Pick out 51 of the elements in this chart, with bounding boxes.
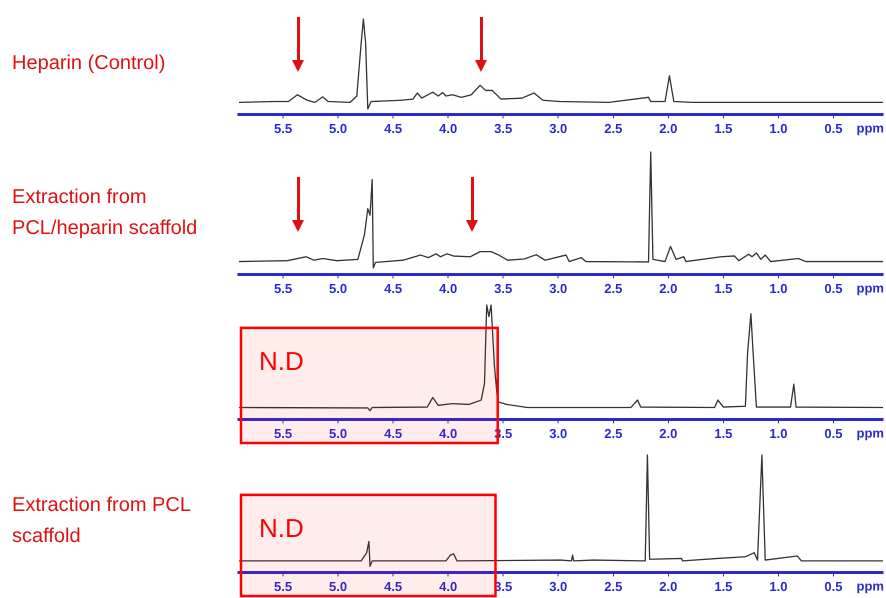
x-tick-label: 3.0 bbox=[549, 120, 568, 136]
text: Heparin (Control) bbox=[12, 51, 166, 76]
x-tick-label: 1.5 bbox=[714, 120, 732, 136]
x-tick-label: 4.0 bbox=[439, 578, 458, 594]
x-tick-label: 4.0 bbox=[439, 426, 458, 441]
x-tick-label: 1.0 bbox=[769, 578, 788, 594]
x-tick-label: 4.5 bbox=[384, 280, 402, 296]
x-tick-label: 5.5 bbox=[274, 426, 292, 441]
band-label: N.D bbox=[259, 346, 304, 376]
x-tick-label: 0.5 bbox=[824, 120, 842, 136]
text: Extraction from PCL/heparin scaffold bbox=[12, 185, 198, 241]
x-tick-label: 4.0 bbox=[439, 280, 458, 296]
x-tick-label: 2.5 bbox=[604, 426, 622, 441]
x-tick-label: 2.5 bbox=[604, 578, 622, 594]
x-tick-label: 2.0 bbox=[659, 120, 678, 136]
x-tick-label: 1.0 bbox=[769, 280, 788, 296]
band-label: N.D bbox=[259, 513, 304, 544]
x-tick-label: 1.5 bbox=[714, 578, 732, 594]
x-axis-title: ppm bbox=[856, 425, 884, 440]
x-tick-label: 2.5 bbox=[604, 280, 622, 296]
x-tick-label: 5.0 bbox=[329, 120, 348, 136]
x-tick-label: 2.0 bbox=[659, 280, 678, 296]
x-tick-label: 5.5 bbox=[274, 120, 292, 136]
x-tick-label: 1.0 bbox=[769, 120, 788, 136]
x-tick-label: 4.5 bbox=[384, 578, 402, 594]
x-tick-label: 1.0 bbox=[769, 426, 788, 441]
x-tick-label: 3.5 bbox=[494, 120, 512, 136]
x-tick-label: 5.0 bbox=[329, 578, 348, 594]
x-tick-label: 0.5 bbox=[824, 280, 842, 296]
x-tick-label: 5.0 bbox=[329, 426, 348, 441]
x-tick-label: 2.0 bbox=[659, 426, 678, 441]
text: Extraction from PCL scaffold bbox=[12, 493, 192, 549]
x-tick-label: 1.5 bbox=[714, 426, 732, 441]
x-tick-label: 4.5 bbox=[384, 426, 402, 441]
x-axis-title: ppm bbox=[856, 280, 884, 296]
x-tick-label: 4.0 bbox=[439, 120, 458, 136]
x-tick-label: 4.5 bbox=[384, 120, 402, 136]
x-tick-label: 0.5 bbox=[824, 578, 842, 594]
x-tick-label: 5.0 bbox=[329, 280, 348, 296]
x-tick-label: 5.5 bbox=[274, 578, 292, 594]
x-tick-label: 3.0 bbox=[549, 426, 568, 441]
x-tick-label: 0.5 bbox=[824, 426, 842, 441]
x-tick-label: 2.0 bbox=[659, 578, 678, 594]
x-tick-label: 3.0 bbox=[549, 280, 568, 296]
x-tick-label: 3.0 bbox=[549, 578, 568, 594]
x-tick-label: 5.5 bbox=[274, 280, 292, 296]
x-tick-label: 1.5 bbox=[714, 280, 732, 296]
x-axis-title: ppm bbox=[856, 578, 884, 594]
x-tick-label: 3.5 bbox=[494, 280, 512, 296]
x-tick-label: 2.5 bbox=[604, 120, 622, 136]
x-axis-title: ppm bbox=[856, 120, 884, 136]
